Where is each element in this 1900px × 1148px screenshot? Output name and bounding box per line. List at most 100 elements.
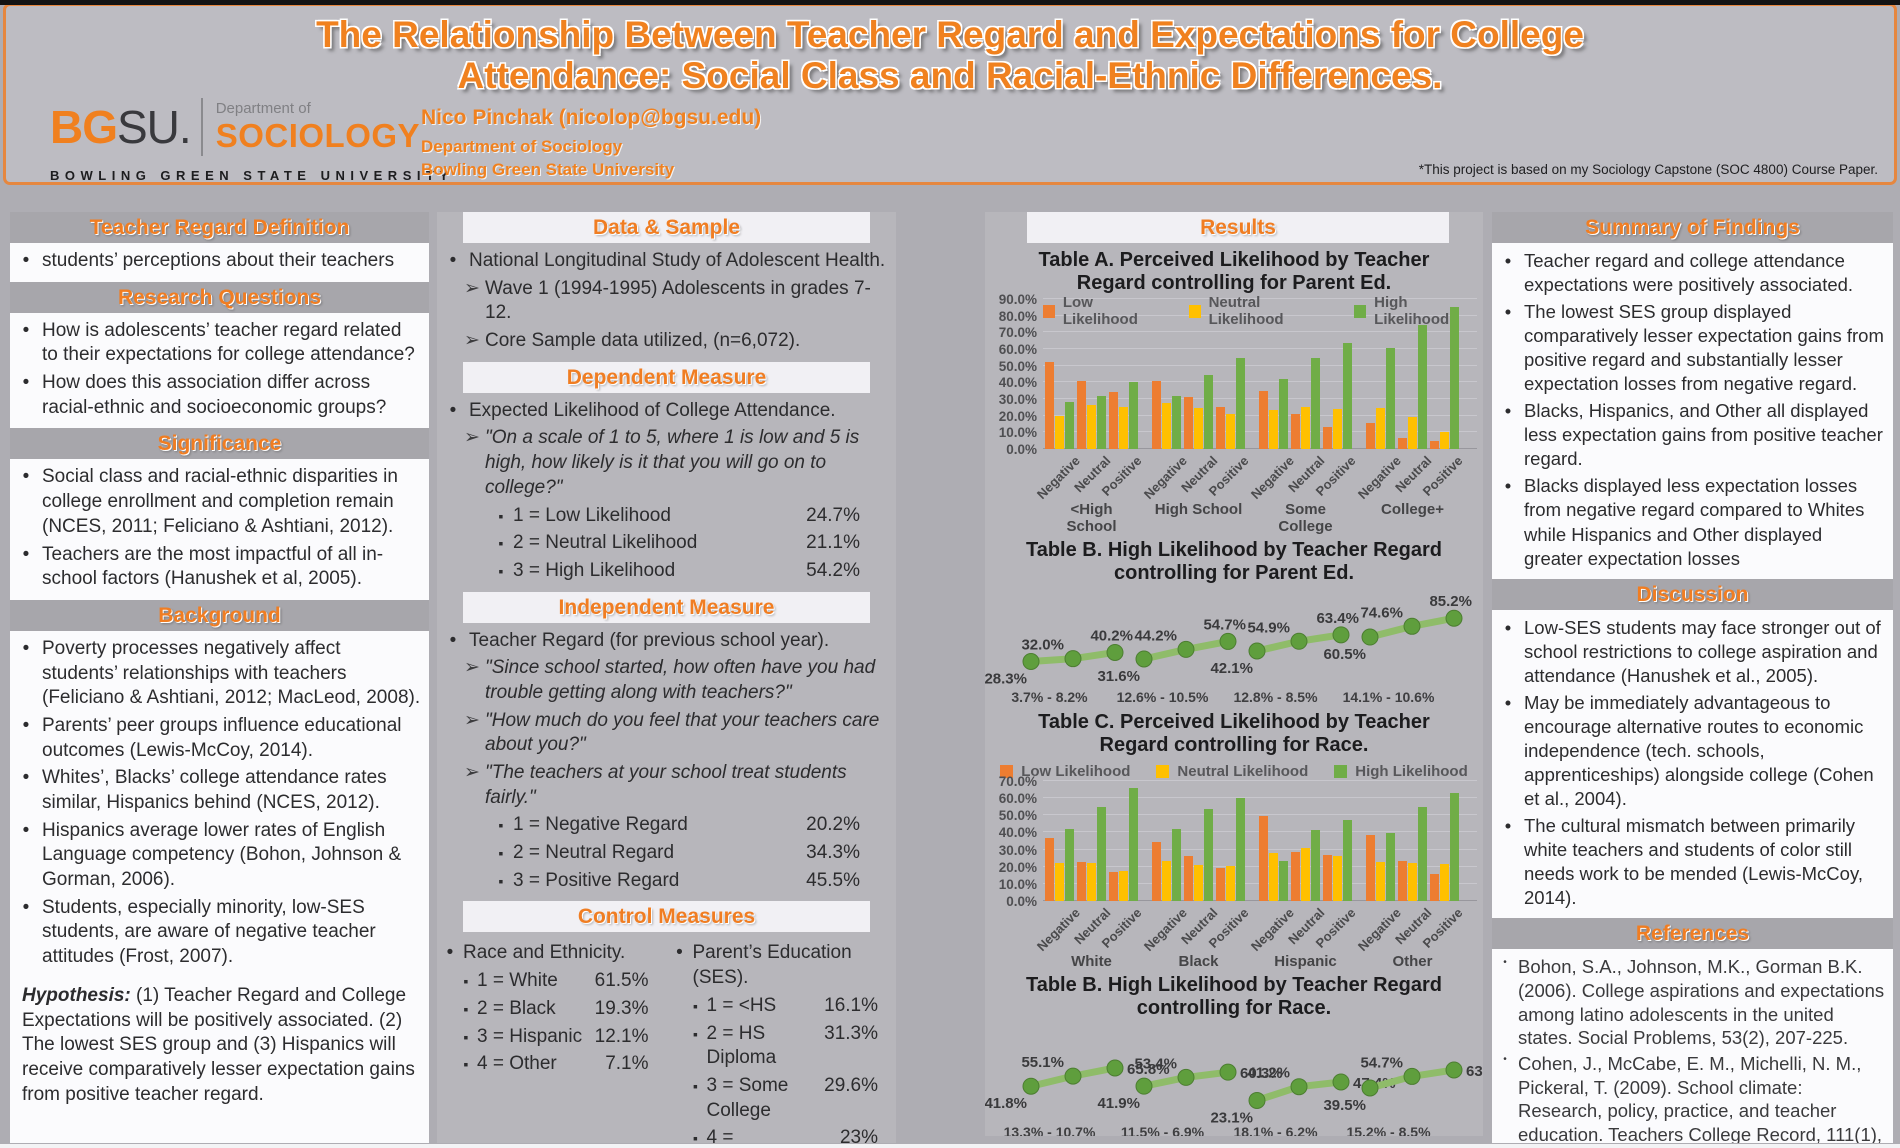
list-item-text: Whites’, Blacks’ college attendance rate… xyxy=(42,767,387,813)
bar-cluster xyxy=(1259,378,1288,449)
y-axis-tick: 70.0% xyxy=(998,774,1037,789)
data-point-label: 41.2% xyxy=(1247,1065,1290,1082)
bar-group--high-school xyxy=(1045,362,1138,449)
race-title: • Race and Ethnicity. xyxy=(437,941,667,966)
data-point-label: 39.5% xyxy=(1323,1097,1366,1114)
bgsu-logo-bg: BG xyxy=(50,101,118,153)
data-point-label: 42.1% xyxy=(1210,660,1253,677)
group-label: Hispanic xyxy=(1274,953,1337,970)
legend-label: High Likelihood xyxy=(1355,762,1468,780)
bar-neutral-likelihood xyxy=(1301,847,1310,901)
list-item: • Blacks, Hispanics, and Other all displa… xyxy=(1492,399,1885,471)
section-header-data-sample: Data & Sample xyxy=(463,212,870,243)
y-axis-tick: 0.0% xyxy=(1006,894,1037,909)
range-label: 15.2% - 8.5% xyxy=(1346,1124,1431,1136)
x-label-group: Negative Neutral Positive xyxy=(1141,901,1252,954)
arrow-bullet-icon: ➢ xyxy=(464,427,480,449)
bar-neutral-likelihood xyxy=(1194,408,1203,449)
independent-measure-list: • Teacher Regard (for previous school yea… xyxy=(437,629,896,654)
column-methods: Data & Sample • National Longitudinal Stu… xyxy=(437,212,896,1143)
x-label-slot: Neutral xyxy=(1285,901,1327,953)
significance-list: • Social class and racial-ethnic disparit… xyxy=(10,465,429,591)
data-point xyxy=(1248,1091,1266,1109)
data-point xyxy=(1135,650,1153,668)
bar-low-likelihood xyxy=(1109,871,1118,901)
data-point-label: 63.2% xyxy=(1466,1063,1483,1080)
list-item-text: 3 = Hispanic xyxy=(477,1025,583,1047)
group-labels: <High School High School Some College Colle… xyxy=(1045,501,1483,535)
bullet-icon: • xyxy=(22,466,30,488)
group-label: College+ xyxy=(1381,501,1444,518)
bar-low-likelihood xyxy=(1216,407,1225,449)
square-bullet-icon: ▪ xyxy=(693,1077,698,1094)
bar-groups xyxy=(1045,307,1473,449)
x-label-slot: Negative xyxy=(1355,901,1404,954)
data-point xyxy=(1177,1068,1195,1086)
bar-groups xyxy=(1045,788,1473,901)
legend-swatch-icon xyxy=(1043,304,1055,318)
bar-high-likelihood xyxy=(1236,797,1245,901)
list-item: ▪ 1 = <HS 16.1% xyxy=(667,994,889,1019)
table-b-race-line-chart: Table B. High Likelihood by Teacher Rega… xyxy=(985,974,1483,1136)
group-label: Other xyxy=(1392,953,1433,970)
bar-low-likelihood xyxy=(1216,867,1225,901)
list-item-text: Blacks displayed less expectation losses… xyxy=(1524,475,1865,569)
list-item: • Parent’s Education (SES). xyxy=(667,941,889,990)
y-axis-tick: 80.0% xyxy=(998,308,1037,324)
data-point-label: 54.9% xyxy=(1247,619,1290,636)
bar-cluster xyxy=(1077,380,1106,449)
list-item-text: 4 = Other xyxy=(477,1053,557,1075)
x-label-slot: Negative xyxy=(1034,901,1083,954)
dept-of-label: Department of xyxy=(215,99,311,117)
list-item: • May be immediately advantageous to enco… xyxy=(1492,691,1885,811)
dependent-measure-items: ▪ 1 = Low Likelihood 24.7% ▪ 2 = Neutral Lik… xyxy=(437,504,896,584)
dept-block: Department of SOCIOLOGY xyxy=(216,100,420,155)
bar-high-likelihood xyxy=(1236,357,1245,449)
x-label-group: Negative Neutral Positive xyxy=(1248,449,1359,502)
control-measures-race: • Race and Ethnicity. ▪ 1 = White 61.5% ▪ 2 =… xyxy=(437,938,667,1143)
list-item: ➢ "How much do you feel that your teacher… xyxy=(437,709,888,758)
bar-high-likelihood xyxy=(1311,830,1320,901)
bar-cluster xyxy=(1291,357,1320,449)
bar-neutral-likelihood xyxy=(1194,865,1203,901)
column-findings: Summary of Findings • Teacher regard and … xyxy=(1492,212,1893,1143)
bar-cluster xyxy=(1045,362,1074,449)
list-item-text: 1 = White xyxy=(477,970,558,992)
list-item: • Race and Ethnicity. xyxy=(437,941,659,966)
chart-plot-area: 0.0% 10.0% 20.0% 30.0% 40.0% 50.0% 60.0% 70.0% 8… xyxy=(999,292,1477,457)
square-bullet-icon: ▪ xyxy=(498,507,504,524)
bullet-icon: • xyxy=(1504,400,1512,422)
list-item-text: 4 = College+ xyxy=(706,1127,734,1143)
x-label-slot: Neutral xyxy=(1178,901,1220,953)
bar-cluster xyxy=(1216,357,1245,449)
data-point-label: 60.5% xyxy=(1323,646,1366,663)
section-header-results: Results xyxy=(1027,212,1449,243)
list-item: ▪ 2 = Neutral Regard 34.3% xyxy=(437,841,888,866)
bar-high-likelihood xyxy=(1204,375,1213,449)
list-item-value: 16.1% xyxy=(824,994,878,1016)
x-label-group: Negative Neutral Positive xyxy=(1141,449,1252,502)
bar-neutral-likelihood xyxy=(1269,853,1278,901)
references-list: • Bohon, S.A., Johnson, M.K., Gorman B.K.… xyxy=(1492,955,1893,1143)
data-point xyxy=(1177,640,1195,658)
y-axis-tick: 20.0% xyxy=(998,408,1037,424)
chart-title: Table B. High Likelihood by Teacher Rega… xyxy=(1025,539,1442,584)
poster-title-line1: The Relationship Between Teacher Regard … xyxy=(316,14,1584,55)
legend-item: High Likelihood xyxy=(1354,294,1477,328)
y-axis-tick: 60.0% xyxy=(998,791,1037,807)
bar-high-likelihood xyxy=(1450,307,1459,449)
bar-low-likelihood xyxy=(1430,441,1439,449)
bar-neutral-likelihood xyxy=(1087,404,1096,449)
list-item-text: Race and Ethnicity. xyxy=(463,942,626,964)
bar-cluster xyxy=(1430,307,1459,449)
legend-item: High Likelihood xyxy=(1334,763,1468,780)
bar-low-likelihood xyxy=(1045,362,1054,449)
y-axis-tick: 40.0% xyxy=(998,825,1037,841)
bullet-icon: • xyxy=(22,637,30,659)
list-item-text: Bohon, S.A., Johnson, M.K., Gorman B.K. … xyxy=(1518,956,1885,1049)
y-axis-tick: 10.0% xyxy=(998,425,1037,441)
x-label-slot: Positive xyxy=(1420,449,1466,501)
bullet-icon: • xyxy=(449,250,457,271)
section-header-independent-measure: Independent Measure xyxy=(463,591,870,623)
bar-low-likelihood xyxy=(1366,835,1375,901)
